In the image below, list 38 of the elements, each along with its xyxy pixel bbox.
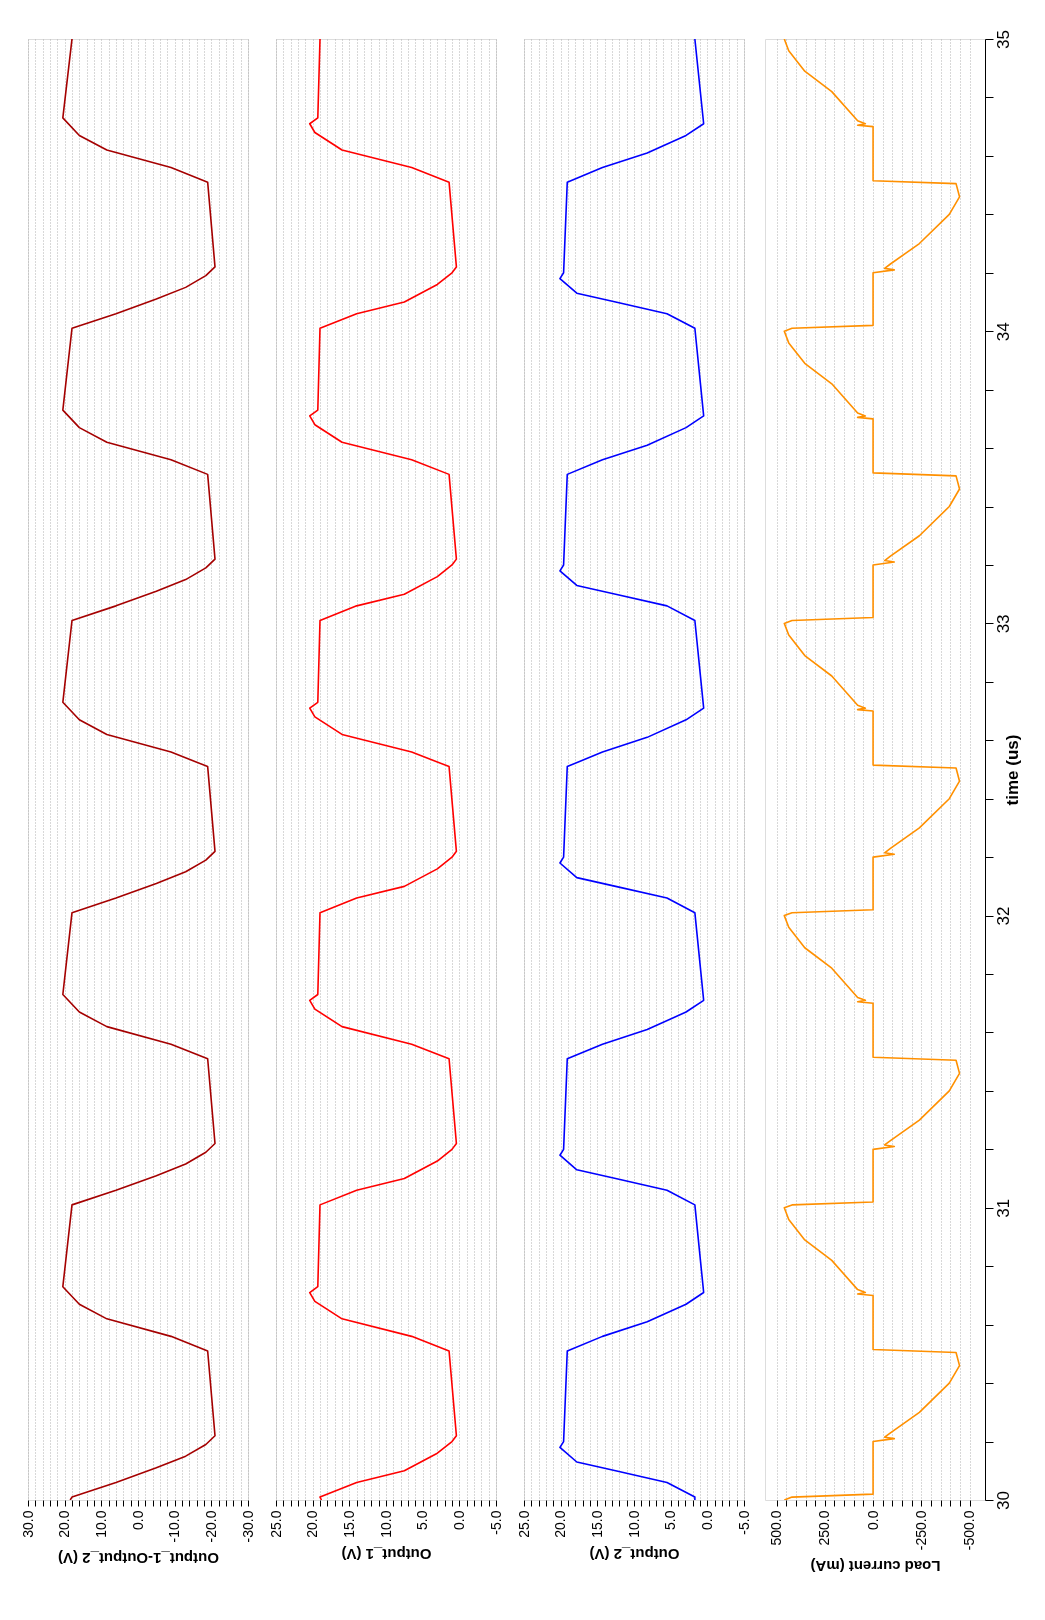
x-axis-title: Load current (mA) xyxy=(810,1558,941,1576)
x-tick-label: -30.0 xyxy=(239,1510,256,1543)
y-tick-label: 33 xyxy=(993,614,1013,634)
y-tick-label: 30 xyxy=(993,1491,1013,1510)
x-tick-label: 0.0 xyxy=(450,1510,467,1530)
x-tick-label: 10.0 xyxy=(625,1510,642,1538)
x-axis-title: Output_1 (V) xyxy=(341,1545,432,1563)
x-tick-label: 5.0 xyxy=(662,1510,679,1530)
x-tick-label: 20.0 xyxy=(304,1510,321,1538)
x-axis-title: Output_1-Output_2 (V) xyxy=(58,1550,219,1568)
x-tick-label: -5.0 xyxy=(487,1510,504,1535)
x-tick-label: 25.0 xyxy=(515,1510,532,1538)
x-tick-label: 500.0 xyxy=(768,1510,785,1546)
y-tick-label: 31 xyxy=(993,1198,1013,1218)
line-series xyxy=(783,39,961,1500)
x-tick-label: 10.0 xyxy=(92,1510,109,1538)
x-tick-label: 0.0 xyxy=(698,1510,715,1530)
x-tick-label: 20.0 xyxy=(56,1510,73,1538)
y-tick-label: 34 xyxy=(993,322,1013,342)
y-tick-label: 32 xyxy=(993,906,1013,926)
x-tick-label: 0.0 xyxy=(864,1510,881,1530)
x-tick-label: 0.0 xyxy=(129,1510,146,1530)
y-tick-label: 35 xyxy=(993,30,1013,49)
x-tick-label: -500.0 xyxy=(961,1510,978,1551)
x-tick-label: -10.0 xyxy=(166,1510,183,1543)
x-tick-label: 15.0 xyxy=(588,1510,605,1538)
x-tick-label: 20.0 xyxy=(552,1510,569,1538)
x-axis-title: Output_2 (V) xyxy=(589,1545,680,1563)
x-tick-label: 25.0 xyxy=(267,1510,284,1538)
x-tick-label: -250.0 xyxy=(912,1510,929,1551)
y-axis-title: time (us) xyxy=(1002,734,1022,806)
x-tick-label: 5.0 xyxy=(414,1510,431,1530)
x-tick-label: 15.0 xyxy=(340,1510,357,1538)
x-tick-label: -5.0 xyxy=(735,1510,752,1535)
x-tick-label: 250.0 xyxy=(816,1510,833,1546)
x-tick-label: 10.0 xyxy=(377,1510,394,1538)
x-tick-label: 30.0 xyxy=(19,1510,36,1538)
x-tick-label: -20.0 xyxy=(202,1510,219,1543)
